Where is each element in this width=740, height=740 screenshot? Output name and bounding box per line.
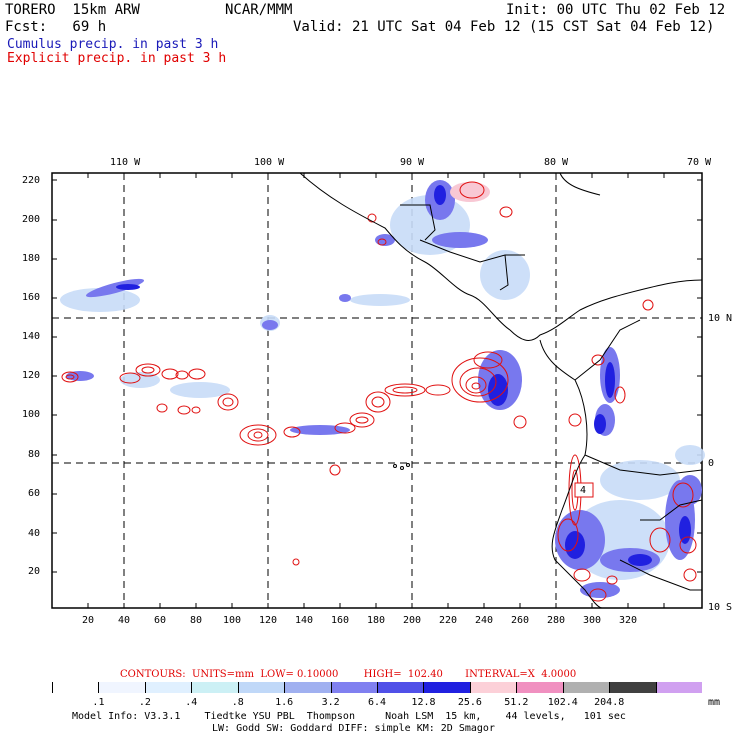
colorbar-label: .1 [92, 697, 105, 708]
organization-label: NCAR/MMM [225, 2, 293, 18]
y-tick-40: 40 [28, 528, 41, 539]
x-tick-100: 100 [223, 615, 242, 626]
y-tick-180: 180 [22, 253, 41, 264]
model-title: TORERO 15km ARW [5, 2, 140, 18]
lon-label-100w: 100 W [254, 157, 285, 168]
lon-label-90w: 90 W [400, 157, 425, 168]
colorbar-cell [191, 682, 238, 693]
y-tick-140: 140 [22, 331, 41, 342]
explicit-legend: Explicit precip. in past 3 h [7, 51, 227, 66]
x-tick-160: 160 [331, 615, 350, 626]
contours-caption: CONTOURS: UNITS=mm LOW= 0.10000 HIGH= 10… [120, 669, 577, 680]
y-tick-100: 100 [22, 409, 41, 420]
physics-info: LW: Godd SW: Goddard DIFF: simple KM: 2D… [212, 723, 495, 734]
y-tick-200: 200 [22, 214, 41, 225]
y-tick-160: 160 [22, 292, 41, 303]
colorbar-cell [52, 682, 99, 693]
explicit-precip-contours [61, 181, 697, 602]
colorbar-label: 12.8 [411, 697, 436, 708]
x-tick-260: 260 [511, 615, 530, 626]
lat-lon-grid [52, 173, 702, 608]
colorbar-cell [516, 682, 563, 693]
x-tick-80: 80 [190, 615, 203, 626]
coastlines [299, 172, 703, 609]
lon-label-110w: 110 W [110, 157, 141, 168]
y-tick-60: 60 [28, 488, 41, 499]
map-frame [51, 172, 703, 609]
colorbar-label: 51.2 [504, 697, 529, 708]
colorbar-cell [237, 682, 285, 693]
colorbar-cell [98, 682, 145, 693]
colorbar-cell [562, 682, 610, 693]
lon-label-70w: 70 W [687, 157, 712, 168]
model-info: Model Info: V3.3.1 Tiedtke YSU PBL Thomp… [72, 711, 626, 722]
lat-label-10s: 10 S [708, 602, 733, 613]
valid-time: Valid: 21 UTC Sat 04 Feb 12 (15 CST Sat … [293, 19, 715, 35]
lat-label-0: 0 [708, 458, 715, 469]
contour-box-label: 4 [580, 485, 587, 496]
x-tick-120: 120 [259, 615, 278, 626]
y-tick-80: 80 [28, 449, 41, 460]
lat-label-10n: 10 N [708, 313, 733, 324]
cumulus-legend: Cumulus precip. in past 3 h [7, 37, 219, 52]
colorbar-cell [144, 682, 192, 693]
colorbar-label: 6.4 [368, 697, 387, 708]
y-tick-120: 120 [22, 370, 41, 381]
x-tick-180: 180 [367, 615, 386, 626]
colorbar-label: .4 [185, 697, 198, 708]
lon-label-80w: 80 W [544, 157, 569, 168]
y-tick-20: 20 [28, 566, 41, 577]
x-tick-300: 300 [583, 615, 602, 626]
x-tick-200: 200 [403, 615, 422, 626]
colorbar-label: .8 [231, 697, 244, 708]
colorbar-cell [423, 682, 470, 693]
x-tick-320: 320 [619, 615, 638, 626]
colorbar-label: .2 [138, 697, 151, 708]
colorbar-cell [284, 682, 331, 693]
colorbar-cell [330, 682, 377, 693]
x-tick-20: 20 [82, 615, 95, 626]
y-tick-220: 220 [22, 175, 41, 186]
colorbar-cell [377, 682, 424, 693]
x-tick-140: 140 [295, 615, 314, 626]
x-tick-60: 60 [154, 615, 167, 626]
forecast-hour: Fcst: 69 h [5, 19, 107, 35]
cumulus-precip-shading [60, 180, 705, 598]
x-tick-240: 240 [475, 615, 494, 626]
colorbar-cell [469, 682, 517, 693]
frame-ticks [52, 173, 702, 608]
x-tick-280: 280 [547, 615, 566, 626]
colorbar-label: 3.2 [321, 697, 340, 708]
colorbar-label: 204.8 [594, 697, 625, 708]
x-tick-220: 220 [439, 615, 458, 626]
colorbar-label: 102.4 [547, 697, 578, 708]
colorbar-cell [655, 682, 702, 693]
colorbar-label: 25.6 [457, 697, 482, 708]
colorbar-cell [609, 682, 656, 693]
colorbar-unit: mm [708, 697, 721, 708]
x-tick-40: 40 [118, 615, 131, 626]
init-time: Init: 00 UTC Thu 02 Feb 12 [506, 2, 726, 18]
colorbar-label: 1.6 [275, 697, 294, 708]
